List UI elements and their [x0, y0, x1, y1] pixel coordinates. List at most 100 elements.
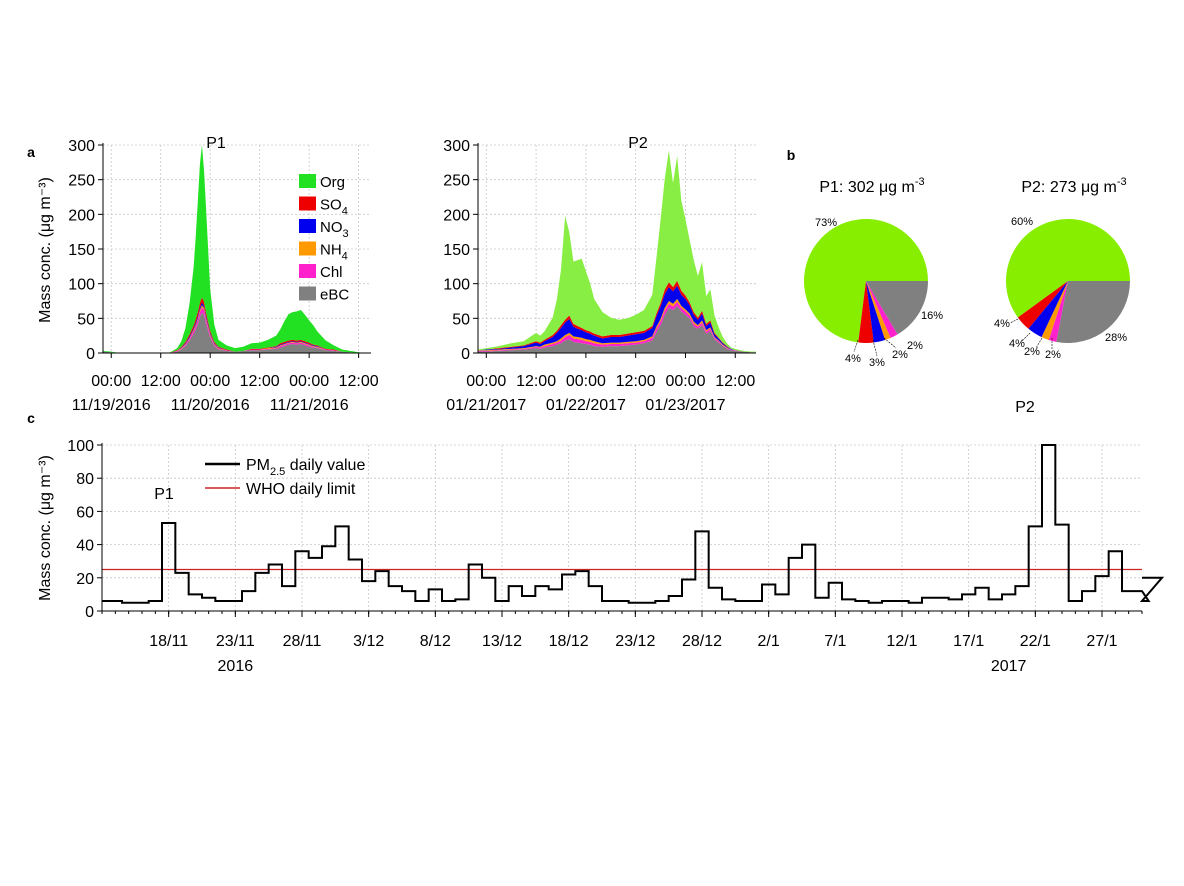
area-series-chl — [478, 301, 756, 353]
pie-leader-line — [1021, 332, 1031, 342]
y-tick-label: 100 — [443, 277, 470, 294]
panel-title: P1 — [206, 135, 226, 152]
x-tick-date-label: 01/21/2017 — [446, 397, 526, 414]
x-tick-label: 18/12 — [549, 633, 589, 650]
panel-title: P2 — [628, 135, 648, 152]
pie-slice-nh4 — [866, 281, 891, 340]
legend-label-subscript: 3 — [343, 228, 349, 240]
legend-label-text: eBC — [320, 287, 349, 304]
pie-slice-pie_org — [1005, 219, 1130, 318]
x-tick-date-label: 11/19/2016 — [72, 397, 151, 414]
pie-slice-ebc — [1056, 281, 1130, 343]
legend-label-text: SO — [320, 197, 342, 214]
y-tick-label: 100 — [67, 438, 94, 455]
year-label: 2017 — [991, 658, 1027, 675]
pie-slice-label-chl: 2% — [892, 349, 908, 361]
y-axis-label: Mass conc. (μg m⁻³) — [37, 455, 54, 601]
legend-label-chl: Chl — [320, 264, 343, 281]
x-tick-label: 28/11 — [283, 633, 322, 650]
legend-label-text: NO — [320, 219, 343, 236]
x-tick-time-label: 00:00 — [466, 373, 506, 390]
legend-label-subscript: 4 — [342, 251, 348, 263]
x-tick-label: 18/11 — [149, 633, 188, 650]
x-tick-time-label: 12:00 — [715, 373, 755, 390]
x-tick-date-label: 01/22/2017 — [546, 397, 626, 414]
legend-swatch-so4 — [299, 196, 316, 211]
pie-leader-line — [872, 339, 878, 357]
x-tick-label: 22/1 — [1020, 633, 1051, 650]
y-tick-label: 250 — [443, 173, 470, 190]
x-tick-label: 23/12 — [615, 633, 655, 650]
y-tick-label: 300 — [443, 138, 470, 155]
pm25-daily-line — [102, 444, 1165, 604]
y-tick-label: 50 — [452, 311, 470, 328]
x-tick-time-label: 00:00 — [289, 373, 329, 390]
y-tick-label: 200 — [443, 207, 470, 224]
area-series-so4 — [478, 280, 756, 353]
pie-slice-ebc — [866, 281, 928, 335]
x-tick-date-label: 11/21/2016 — [270, 397, 349, 414]
x-tick-label: 17/1 — [953, 633, 984, 650]
area-series-org — [478, 150, 756, 353]
y-tick-label: 100 — [68, 277, 95, 294]
y-tick-label: 40 — [76, 538, 94, 555]
y-tick-label: 150 — [443, 242, 470, 259]
legend-label-subscript: 4 — [342, 206, 348, 218]
x-tick-time-label: 12:00 — [516, 373, 556, 390]
legend-label-who: WHO daily limit — [246, 481, 356, 498]
pie-title: P1: 302 μg m-3 — [819, 176, 924, 196]
pie-slice-label-ebc: 16% — [921, 310, 943, 322]
pie-slice-label-no3: 4% — [1009, 338, 1025, 350]
x-tick-time-label: 12:00 — [240, 373, 280, 390]
area-series-no3 — [478, 285, 756, 353]
legend-label-text: PM — [246, 457, 270, 474]
y-tick-label: 50 — [77, 311, 95, 328]
x-tick-label: 7/1 — [824, 633, 846, 650]
x-tick-date-label: 11/20/2016 — [171, 397, 250, 414]
x-tick-time-label: 12:00 — [339, 373, 379, 390]
area-series-nh4 — [478, 298, 756, 353]
legend-label-ebc: eBC — [320, 287, 349, 304]
pie-slice-so4 — [858, 281, 874, 343]
x-tick-time-label: 12:00 — [141, 373, 181, 390]
legend-label-text: Chl — [320, 264, 343, 281]
y-tick-label: 0 — [85, 604, 94, 621]
pie-title-superscript: -3 — [915, 176, 925, 188]
y-tick-label: 200 — [68, 207, 95, 224]
legend-label-org: Org — [320, 174, 345, 191]
x-tick-label: 12/1 — [886, 633, 917, 650]
panel-a-p2: 0 50 100 150 200 250 300 00:00 01/21/2017 12:00 00… — [443, 135, 756, 414]
pie-slice-label-no3: 3% — [869, 357, 885, 369]
y-tick-label: 0 — [86, 346, 95, 363]
legend-label-subscript: 2.5 — [270, 466, 285, 478]
x-tick-label: 27/1 — [1086, 633, 1117, 650]
legend-label-pm25: PM2.5 daily value — [246, 457, 365, 478]
panel-label: a — [27, 144, 35, 160]
pie-leader-line — [1009, 318, 1019, 324]
pie-slice-label-pie_org: 60% — [1011, 216, 1033, 228]
panel-c-timeseries: c 0 20 40 60 80 100 18/11 23/11 28/11 3/12 8/12 13/1… — [27, 399, 1165, 675]
pie-slice-label-ebc: 28% — [1105, 332, 1127, 344]
pie-title-superscript: -3 — [1117, 176, 1127, 188]
y-tick-label: 300 — [68, 138, 95, 155]
pie-extra-label: 2% — [907, 340, 923, 352]
x-tick-label: 2/1 — [758, 633, 780, 650]
panel-label: c — [27, 410, 35, 426]
annotation-p2: P2 — [1015, 399, 1035, 416]
pie-slice-no3 — [866, 281, 886, 343]
pie-slice-chl — [1048, 281, 1068, 342]
y-tick-label: 250 — [68, 173, 95, 190]
x-tick-label: 8/12 — [420, 633, 451, 650]
pie-title: P2: 273 μg m-3 — [1021, 176, 1126, 196]
y-tick-label: 80 — [76, 471, 94, 488]
y-tick-label: 60 — [76, 504, 94, 521]
legend-swatch-ebc — [299, 286, 316, 301]
annotation-p1: P1 — [154, 486, 174, 503]
y-axis-label: Mass conc. (μg m⁻³) — [37, 177, 54, 323]
legend-label-no3: NO3 — [320, 219, 349, 240]
x-tick-time-label: 00:00 — [190, 373, 230, 390]
x-tick-label: 3/12 — [353, 633, 384, 650]
pie-title-text: P1: 302 μg m — [819, 179, 915, 196]
pie-leader-line — [853, 339, 859, 353]
